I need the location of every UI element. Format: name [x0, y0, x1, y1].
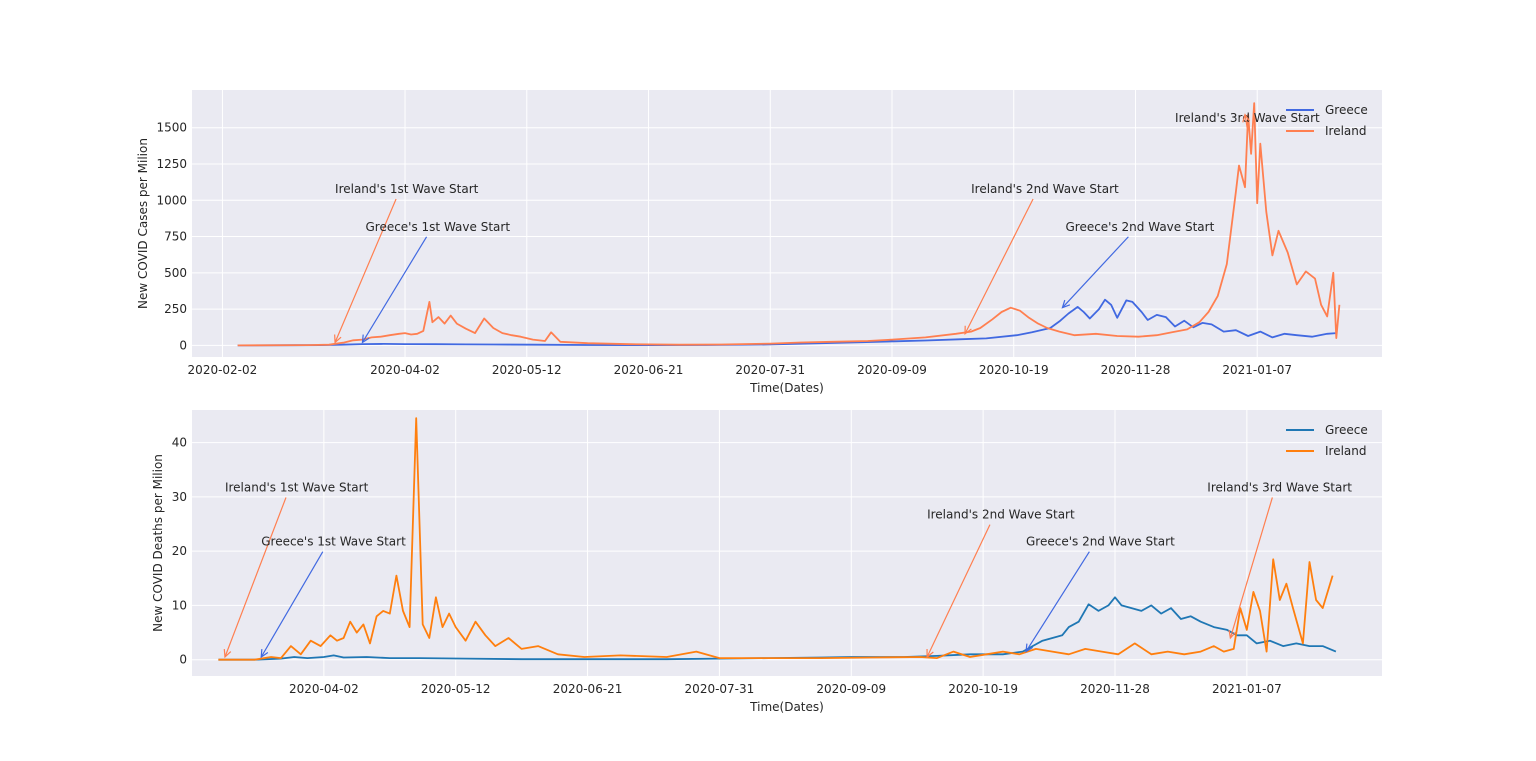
- annotation-arrow: [926, 524, 991, 658]
- y-tick-label: 0: [179, 653, 187, 667]
- annotation-label: Ireland's 2nd Wave Start: [971, 182, 1119, 196]
- x-tick-label: 2020-04-02: [289, 682, 359, 696]
- x-tick-label: 2020-05-12: [492, 363, 562, 377]
- x-axis-label: Time(Dates): [749, 381, 824, 395]
- x-tick-label: 2020-05-12: [421, 682, 491, 696]
- x-tick-label: 2020-06-21: [614, 363, 684, 377]
- y-axis-label: New COVID Cases per Milion: [136, 138, 150, 309]
- annotation-arrowhead: [361, 334, 370, 344]
- x-tick-label: 2020-10-19: [979, 363, 1049, 377]
- y-tick-label: 1500: [156, 121, 187, 135]
- annotation-arrowhead: [223, 648, 232, 659]
- x-tick-label: 2020-10-19: [948, 682, 1018, 696]
- x-tick-label: 2020-02-02: [188, 363, 258, 377]
- annotation-arrowhead: [1061, 299, 1071, 309]
- x-tick-label: 2020-07-31: [685, 682, 755, 696]
- annotation-arrowhead: [1228, 630, 1237, 640]
- x-tick-label: 2020-09-09: [816, 682, 886, 696]
- annotation-label: Greece's 1st Wave Start: [261, 535, 406, 549]
- annotation-label: Greece's 1st Wave Start: [365, 220, 510, 234]
- x-tick-label: 2020-07-31: [735, 363, 805, 377]
- y-tick-label: 30: [172, 490, 187, 504]
- legend: Greece Ireland: [1286, 423, 1368, 458]
- y-tick-label: 1000: [156, 193, 187, 207]
- annotation-arrow: [334, 198, 397, 343]
- legend-label-ireland: Ireland: [1325, 124, 1367, 138]
- y-tick-label: 500: [164, 266, 187, 280]
- annotation-label: Ireland's 1st Wave Start: [335, 182, 479, 196]
- x-tick-label: 2020-09-09: [857, 363, 927, 377]
- series-line-ireland: [237, 102, 1341, 347]
- y-tick-label: 0: [179, 338, 187, 352]
- annotation-arrowhead: [260, 648, 269, 659]
- x-tick-label: 2021-01-07: [1212, 682, 1282, 696]
- cases-chart: 2020-02-02 2020-04-02 2020-05-12 2020-06-21…: [136, 90, 1382, 395]
- annotation-arrowhead: [334, 334, 342, 344]
- annotation-label: Greece's 2nd Wave Start: [1065, 220, 1214, 234]
- annotation-label: Ireland's 3rd Wave Start: [1207, 480, 1352, 494]
- annotation-arrow: [1244, 114, 1248, 129]
- annotation-arrow: [1229, 497, 1273, 639]
- x-tick-label: 2021-01-07: [1222, 363, 1292, 377]
- y-tick-label: 40: [172, 436, 187, 450]
- legend-label-greece: Greece: [1325, 423, 1368, 437]
- x-tick-label: 2020-04-02: [370, 363, 440, 377]
- plot-area: [192, 410, 1382, 676]
- annotation-arrow: [224, 497, 287, 658]
- y-axis-label: New COVID Deaths per Milion: [151, 454, 165, 632]
- annotation-label: Ireland's 2nd Wave Start: [927, 508, 1075, 522]
- x-tick-label: 2020-11-28: [1101, 363, 1171, 377]
- plot-area: [192, 90, 1382, 357]
- annotation-arrow: [361, 236, 428, 343]
- annotation-arrowhead: [926, 648, 934, 659]
- annotation-label: Greece's 2nd Wave Start: [1026, 535, 1175, 549]
- series-line-ireland: [218, 417, 1334, 661]
- annotation-arrow: [1061, 236, 1129, 309]
- legend-label-greece: Greece: [1325, 103, 1368, 117]
- annotation-arrowhead: [1242, 113, 1251, 123]
- series-line-greece: [237, 298, 1337, 347]
- deaths-chart: 2020-04-02 2020-05-12 2020-06-21 2020-07-31…: [151, 410, 1382, 714]
- annotation-arrow: [1025, 551, 1090, 652]
- legend-label-ireland: Ireland: [1325, 444, 1367, 458]
- y-tick-label: 750: [164, 230, 187, 244]
- y-tick-label: 10: [172, 598, 187, 612]
- x-axis-label: Time(Dates): [749, 700, 824, 714]
- legend: Greece Ireland: [1286, 103, 1368, 138]
- x-tick-label: 2020-06-21: [553, 682, 623, 696]
- annotation-arrow: [260, 551, 324, 658]
- y-tick-label: 1250: [156, 157, 187, 171]
- y-tick-label: 250: [164, 302, 187, 316]
- y-tick-label: 20: [172, 544, 187, 558]
- x-tick-label: 2020-11-28: [1080, 682, 1150, 696]
- annotation-label: Ireland's 1st Wave Start: [225, 480, 369, 494]
- annotation-arrowhead: [964, 325, 972, 336]
- annotation-arrow: [964, 198, 1034, 335]
- annotation-arrowhead: [1025, 643, 1034, 653]
